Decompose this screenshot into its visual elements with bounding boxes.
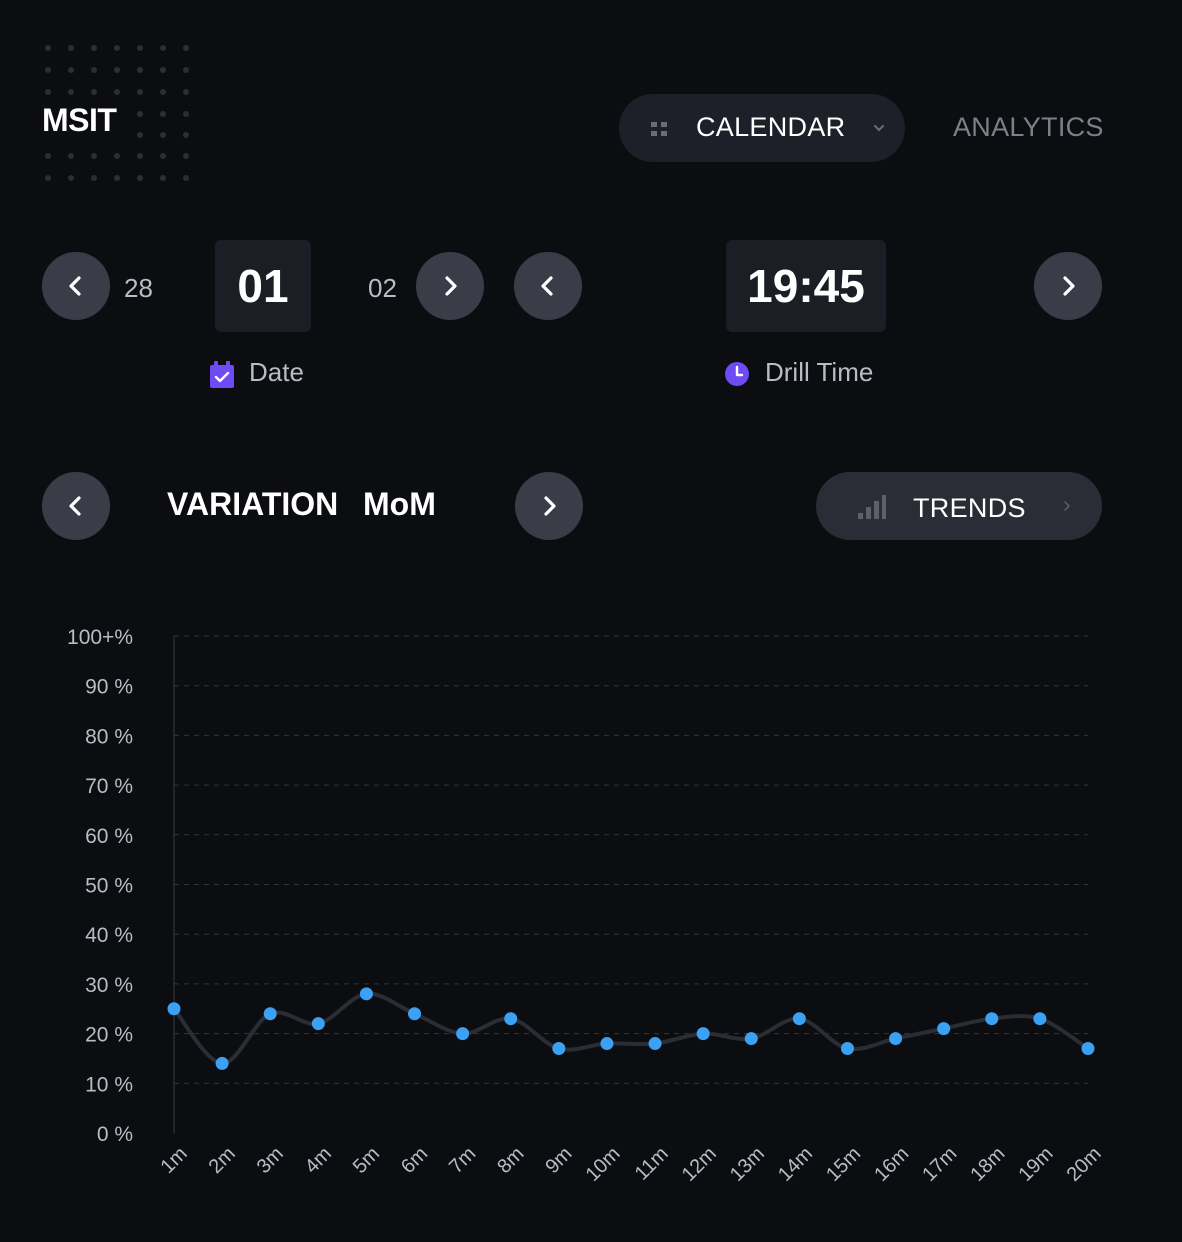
variation-line-chart: 0 % 10 % 20 % 30 % 40 % 50 % 60 % 70 % 80 % 90 % 1… (67, 626, 1106, 1186)
date-prev-button[interactable] (42, 252, 110, 320)
time-caption: Drill Time (765, 357, 874, 387)
series-line (172, 991, 1090, 1066)
data-point (937, 1022, 951, 1036)
data-point (792, 1012, 806, 1026)
data-point (552, 1042, 566, 1056)
y-tick-label: 30 % (85, 974, 133, 997)
x-tick-label: 2m (205, 1143, 240, 1178)
time-current: 19:45 (726, 240, 886, 332)
chevron-left-icon (69, 496, 81, 516)
data-point (744, 1032, 758, 1046)
chevron-right-icon (1064, 501, 1070, 511)
data-point (648, 1037, 662, 1051)
x-tick-label: 9m (541, 1143, 576, 1178)
date-current: 01 (215, 240, 311, 332)
x-tick-label: 7m (445, 1143, 480, 1178)
time-prev-button[interactable] (514, 252, 582, 320)
y-tick-label: 90 % (85, 676, 133, 699)
x-tick-label: 17m (918, 1143, 961, 1186)
data-point (263, 1007, 277, 1021)
date-next-value[interactable]: 02 (368, 273, 397, 303)
date-next-button[interactable] (416, 252, 484, 320)
x-tick-label: 1m (156, 1143, 191, 1178)
x-tick-label: 10m (582, 1143, 625, 1186)
x-tick-label: 3m (253, 1143, 288, 1178)
data-point (408, 1007, 422, 1021)
data-point (696, 1027, 710, 1041)
data-point (1081, 1042, 1095, 1056)
y-tick-label: 50 % (85, 875, 133, 898)
app-logo: MSIT (42, 102, 117, 138)
signal-bars-icon (858, 495, 886, 519)
chevron-left-icon (69, 276, 81, 296)
data-point (1033, 1012, 1047, 1026)
x-tick-label: 16m (870, 1143, 913, 1186)
y-tick-label: 20 % (85, 1024, 133, 1047)
dot-pattern (45, 45, 189, 181)
x-tick-label: 6m (397, 1143, 432, 1178)
calendar-icon (210, 361, 234, 388)
date-prev-value[interactable]: 28 (124, 273, 153, 303)
y-tick-label: 80 % (85, 725, 133, 748)
data-point (889, 1032, 903, 1046)
x-tick-label: 13m (726, 1143, 769, 1186)
data-point (985, 1012, 999, 1026)
variation-title: VARIATION (167, 486, 339, 522)
data-point (311, 1017, 325, 1031)
tab-calendar[interactable]: CALENDAR (619, 94, 905, 162)
y-tick-label: 100+% (67, 626, 133, 649)
x-tick-label: 11m (631, 1143, 673, 1185)
x-tick-label: 4m (301, 1143, 336, 1178)
chevron-down-icon (874, 125, 884, 132)
y-tick-label: 0 % (97, 1123, 133, 1146)
grid-icon (651, 122, 667, 136)
x-tick-label: 8m (493, 1143, 528, 1178)
data-point (456, 1027, 470, 1041)
date-caption: Date (249, 357, 304, 387)
x-tick-label: 19m (1015, 1143, 1058, 1186)
data-point (215, 1056, 229, 1070)
data-point (600, 1037, 614, 1051)
clock-icon (725, 362, 749, 386)
y-tick-label: 70 % (85, 775, 133, 798)
chevron-left-icon (541, 276, 553, 296)
y-tick-label: 40 % (85, 924, 133, 947)
variation-subtitle: MoM (363, 486, 436, 522)
x-tick-label: 15m (822, 1143, 865, 1186)
x-tick-label: 12m (678, 1143, 721, 1186)
variation-prev-button[interactable] (42, 472, 110, 540)
data-point (840, 1042, 854, 1056)
trends-button[interactable]: TRENDS (816, 472, 1102, 540)
chevron-right-icon (445, 276, 457, 296)
y-tick-label: 10 % (85, 1073, 133, 1096)
x-tick-label: 5m (349, 1143, 384, 1178)
data-point (167, 1002, 181, 1016)
x-tick-label: 14m (774, 1143, 817, 1186)
chevron-right-icon (1063, 276, 1075, 296)
data-point (359, 987, 373, 1001)
data-point (504, 1012, 518, 1026)
variation-next-button[interactable] (515, 472, 583, 540)
tab-analytics[interactable]: ANALYTICS (953, 112, 1104, 142)
chevron-right-icon (544, 496, 556, 516)
trends-label: TRENDS (913, 493, 1026, 523)
tab-calendar-label: CALENDAR (696, 112, 846, 142)
time-next-button[interactable] (1034, 252, 1102, 320)
y-tick-label: 60 % (85, 825, 133, 848)
x-tick-label: 18m (966, 1143, 1009, 1186)
x-tick-label: 20m (1063, 1143, 1106, 1186)
